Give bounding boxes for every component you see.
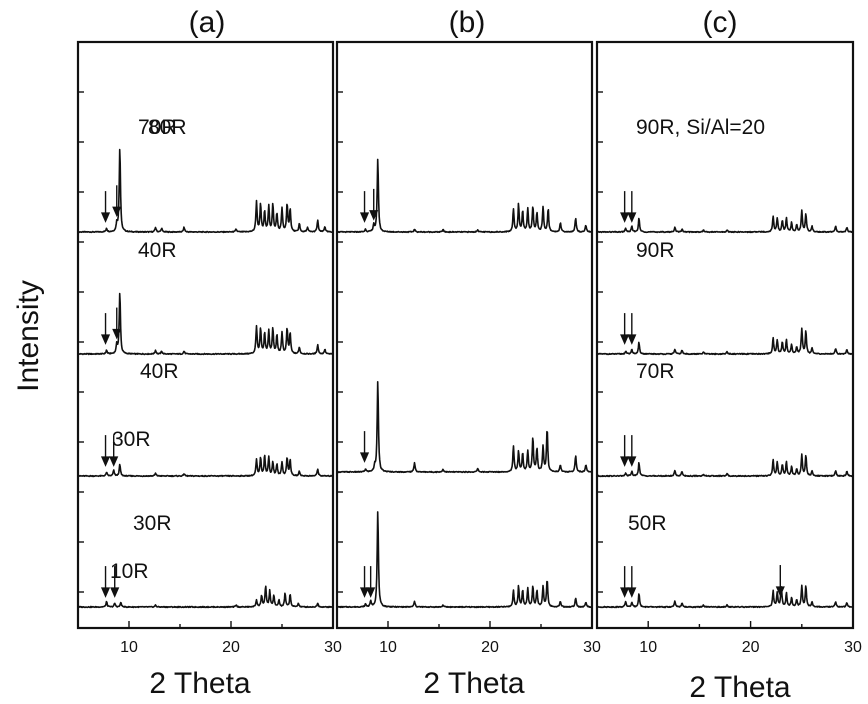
series-label: 50R <box>628 512 667 535</box>
peak-arrow <box>620 566 630 598</box>
panel-a-label: (a) <box>189 6 226 39</box>
diffraction-trace <box>336 381 593 474</box>
peak-arrow <box>359 431 370 463</box>
panel-c-marks: 10 20 30 90R, Si/Al=20 90R 70R 50R <box>596 91 862 656</box>
x-tick-label: 10 <box>639 639 657 656</box>
x-tick-label: 30 <box>583 639 601 656</box>
diffraction-trace <box>77 454 334 478</box>
x-tick-label: 10 <box>120 639 138 656</box>
series-label: 30R <box>112 428 151 451</box>
panel-a-marks: 10 20 30 70R 40R 30R 10R <box>77 91 342 656</box>
panel-c-x-title: 2 Theta <box>689 671 791 704</box>
series-label: 70R <box>138 116 177 139</box>
panel-a: (a) 2 Theta 10 20 30 70R 40R 30R 10R <box>76 6 342 700</box>
series-label: 80R <box>148 116 187 139</box>
x-tick-label: 20 <box>481 639 499 656</box>
peak-arrow <box>366 566 376 598</box>
panel-c-frame <box>595 40 855 630</box>
panel-a-x-title: 2 Theta <box>149 667 251 700</box>
diffraction-trace <box>596 584 854 609</box>
series-label: 90R <box>636 239 675 262</box>
diffraction-trace <box>336 158 593 234</box>
diffraction-trace <box>596 453 854 478</box>
diffraction-trace <box>596 327 854 356</box>
series-label: 70R <box>636 360 675 383</box>
diffraction-trace <box>77 292 334 356</box>
x-tick-label: 30 <box>844 639 862 656</box>
peak-arrow <box>627 566 637 598</box>
panel-b: (b) 2 Theta 10 20 30 80R 40R 30R <box>133 6 601 700</box>
diffraction-trace <box>596 209 854 234</box>
panel-b-frame <box>335 40 594 630</box>
y-axis-title: Intensity <box>12 280 45 392</box>
series-label: 90R, Si/Al=20 <box>636 116 765 139</box>
peak-arrow <box>620 435 630 467</box>
peak-arrow <box>100 313 111 345</box>
series-label: 40R <box>138 239 177 262</box>
peak-arrow <box>100 435 111 467</box>
peak-arrow <box>359 566 370 598</box>
diffraction-trace <box>77 585 334 609</box>
panel-c: (c) 2 Theta 10 20 30 90R, Si/Al=20 90R 70R 50R <box>595 6 862 704</box>
panel-b-x-title: 2 Theta <box>423 667 525 700</box>
peak-arrow <box>775 565 785 597</box>
peak-arrow <box>620 191 630 223</box>
peak-arrow <box>100 191 111 223</box>
peak-arrow <box>620 313 630 345</box>
x-tick-label: 20 <box>742 639 760 656</box>
peak-arrow <box>109 435 119 467</box>
diffraction-trace <box>77 148 334 234</box>
diffraction-trace <box>336 511 593 609</box>
peak-arrow <box>112 307 122 340</box>
peak-arrow <box>627 435 637 467</box>
series-label: 30R <box>133 512 172 535</box>
peak-arrow <box>110 566 120 598</box>
peak-arrow <box>627 313 637 345</box>
panel-a-frame <box>76 40 335 630</box>
series-label: 10R <box>110 560 149 583</box>
peak-arrow <box>100 566 111 598</box>
peak-arrow <box>369 188 379 221</box>
x-tick-label: 10 <box>379 639 397 656</box>
panel-b-label: (b) <box>449 6 486 39</box>
panel-b-marks: 10 20 30 80R 40R 30R <box>133 91 601 656</box>
x-tick-label: 30 <box>324 639 342 656</box>
series-label: 40R <box>140 360 179 383</box>
peak-arrow <box>627 191 637 223</box>
x-tick-label: 20 <box>222 639 240 656</box>
peak-arrow <box>112 185 122 218</box>
peak-arrow <box>359 191 370 223</box>
panel-c-label: (c) <box>703 6 738 39</box>
